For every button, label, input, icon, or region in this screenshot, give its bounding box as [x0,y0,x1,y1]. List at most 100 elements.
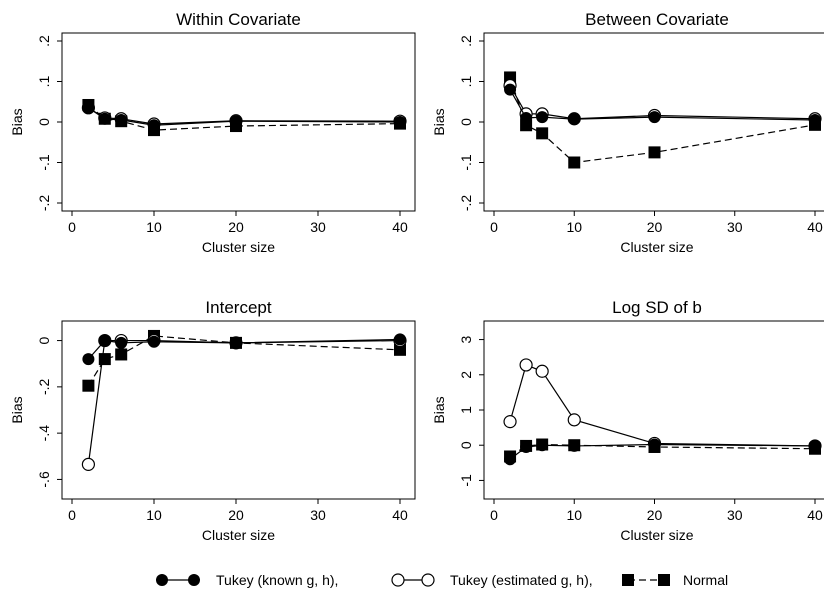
data-point-open-circle [519,358,533,372]
series-normal [504,71,821,169]
data-point-filled-circle [394,116,406,128]
data-point-filled-circle [504,453,517,466]
data-point-filled-circle [520,111,533,124]
y-tick-label: .1 [458,75,474,87]
x-axis-label: Cluster size [202,239,275,255]
chart-title: Log SD of b [612,298,702,317]
chart-title: Between Covariate [585,10,729,29]
legend-marker-square [622,574,634,586]
y-tick-label: .1 [36,75,52,87]
series-line [88,107,401,126]
y-tick-label: -.2 [36,378,52,395]
x-axis-label: Cluster size [620,239,693,255]
series-line [88,104,401,131]
legend-label: Tukey (estimated g, h), [450,572,593,588]
x-tick-label: 40 [807,507,823,523]
series-tukey-known [82,101,406,132]
data-point-filled-circle [115,336,128,349]
series-line [509,443,816,457]
x-tick-label: 30 [310,507,326,523]
y-axis-label: Bias [431,396,447,423]
chart-title: Intercept [205,298,271,317]
series-normal [504,438,821,463]
data-point-filled-circle [82,353,95,366]
legend-marker-filled-circle [188,574,200,586]
y-tick-label: -1 [458,474,474,487]
x-tick-label: 30 [727,219,743,235]
data-point-open-circle [567,413,581,427]
data-point-square [536,127,549,140]
data-point-filled-circle [115,113,128,126]
y-tick-label: 0 [36,118,52,126]
x-tick-label: 10 [566,507,582,523]
data-point-square [648,146,661,159]
y-tick-label: 0 [458,118,474,126]
plot-frame [61,320,416,500]
data-point-filled-circle [520,440,533,453]
data-point-filled-circle [536,439,549,452]
y-tick-label: 3 [458,335,474,343]
data-point-square [520,119,533,132]
x-axis-label: Cluster size [202,527,275,543]
y-tick-label: -.1 [36,154,52,171]
data-point-open-circle [535,364,549,378]
legend-item-1: Tukey (known g, h), [156,572,338,588]
data-point-filled-circle [568,439,581,452]
y-tick-label: 1 [458,406,474,414]
series-tukey-estimated [81,333,407,471]
data-point-filled-circle [648,111,661,124]
data-point-open-circle [503,415,517,429]
x-tick-label: 0 [490,219,498,235]
plot-frame [483,320,824,500]
x-tick-label: 20 [228,507,244,523]
legend-marker-filled-circle [156,574,168,586]
x-axis-label: Cluster size [620,527,693,543]
y-tick-label: .2 [458,35,474,47]
x-tick-label: 0 [490,507,498,523]
series-line [509,364,816,447]
series-tukey-known [82,333,406,366]
chart-title: Within Covariate [176,10,301,29]
x-tick-label: 10 [146,219,162,235]
y-axis-label: Bias [9,108,25,135]
chart-panel-2: Between Covariate 0 10 20 30 40 Cluster size -.… [431,10,824,255]
x-tick-label: 10 [146,507,162,523]
x-tick-label: 10 [566,219,582,235]
data-point-filled-circle [148,335,160,348]
y-tick-label: -.2 [458,195,474,212]
x-tick-label: 30 [310,219,326,235]
y-tick-label: -.6 [36,471,52,488]
legend-label: Tukey (known g, h), [216,572,338,588]
x-tick-label: 20 [647,507,663,523]
x-tick-label: 0 [68,507,76,523]
data-point-filled-circle [82,101,95,114]
legend-item-2: Tukey (estimated g, h), [391,572,593,588]
series-line [509,85,816,120]
data-point-filled-circle [98,112,111,125]
data-point-square [394,343,406,356]
y-tick-label: 0 [36,336,52,344]
data-point-filled-circle [504,83,517,96]
legend-marker-open-circle [421,573,435,587]
series-normal [82,329,406,392]
x-tick-label: 30 [727,507,743,523]
series-line [509,77,816,164]
legend-marker-square [658,574,670,586]
data-point-square [98,353,111,366]
series-normal [82,98,406,137]
data-point-filled-circle [230,115,242,128]
x-tick-label: 40 [807,219,823,235]
data-point-filled-circle [148,119,160,132]
x-tick-label: 40 [392,219,408,235]
chart-panel-1: Within Covariate 0 10 20 30 40 Cluster size -.2… [9,10,416,255]
data-point-square [82,379,95,392]
data-point-filled-circle [809,439,821,452]
series-line [87,338,401,360]
y-axis-label: Bias [9,396,25,423]
legend-marker-open-circle [391,573,405,587]
x-tick-label: 20 [228,219,244,235]
y-tick-label: -.4 [36,425,52,442]
legend-label: Normal [683,572,728,588]
data-point-open-circle [81,457,96,471]
